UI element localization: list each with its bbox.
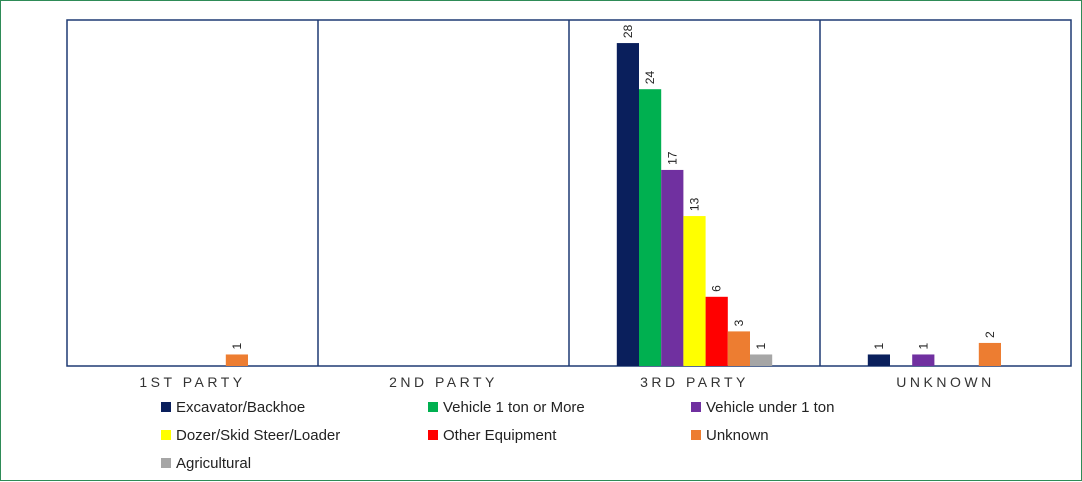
data-label: 13: [688, 197, 702, 211]
bar: [639, 89, 662, 366]
bar: [912, 354, 935, 366]
data-label: 24: [643, 71, 657, 85]
data-label: 6: [710, 285, 724, 292]
x-tick-label: UNKNOWN: [896, 374, 994, 390]
bar: [978, 342, 1001, 366]
data-label: 17: [665, 151, 679, 165]
bar: [727, 331, 750, 366]
data-label: 28: [621, 24, 635, 38]
bar: [750, 354, 773, 366]
x-tick-label: 1ST PARTY: [139, 374, 245, 390]
bar: [867, 354, 890, 366]
data-label: 1: [872, 342, 886, 349]
bar: [705, 296, 728, 366]
data-label: 1: [754, 342, 768, 349]
data-label: 3: [732, 319, 746, 326]
bar: [616, 43, 639, 367]
bar: [225, 354, 248, 366]
bar: [683, 216, 706, 366]
x-tick-label: 3RD PARTY: [640, 374, 749, 390]
bar: [661, 169, 684, 366]
x-tick-label: 2ND PARTY: [389, 374, 498, 390]
data-label: 1: [916, 342, 930, 349]
data-label: 2: [983, 331, 997, 338]
data-label: 1: [230, 342, 244, 349]
